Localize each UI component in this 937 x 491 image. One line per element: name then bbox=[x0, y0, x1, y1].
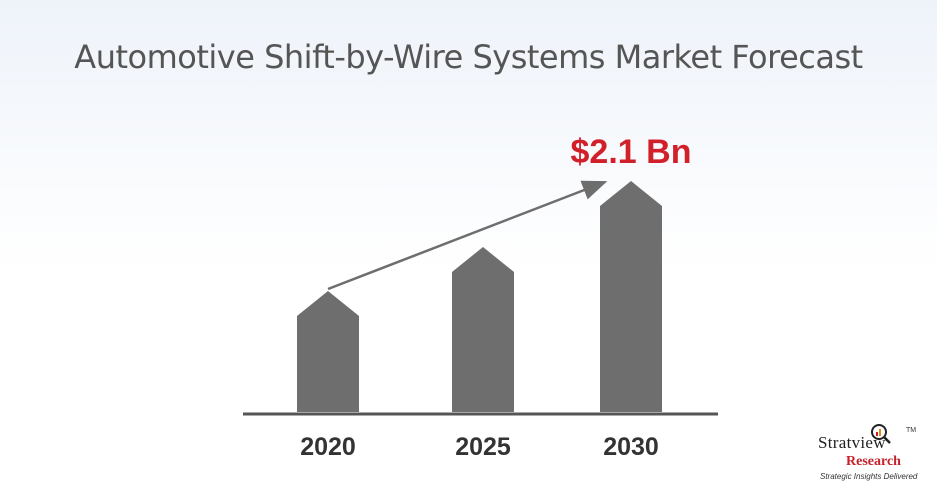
forecast-value-label: $2.1 Bn bbox=[571, 133, 692, 171]
logo-subtitle: Research bbox=[846, 454, 901, 469]
bar-2030 bbox=[600, 181, 662, 412]
stratview-logo: TM Stratview Research Strategic Insights… bbox=[818, 423, 930, 485]
bar-2025 bbox=[452, 247, 514, 412]
chart-title: Automotive Shift-by-Wire Systems Market … bbox=[74, 38, 863, 76]
x-tick-label-2020: 2020 bbox=[300, 433, 356, 461]
magnifier-chart-icon bbox=[871, 424, 891, 444]
x-tick-label-2030: 2030 bbox=[603, 433, 659, 461]
logo-name: Stratview bbox=[818, 433, 886, 452]
trend-arrow bbox=[327, 180, 608, 291]
bar-2020 bbox=[297, 291, 359, 412]
logo-tagline: Strategic Insights Delivered bbox=[820, 472, 918, 481]
x-tick-label-2025: 2025 bbox=[455, 433, 511, 461]
trademark-mark: TM bbox=[906, 427, 917, 434]
